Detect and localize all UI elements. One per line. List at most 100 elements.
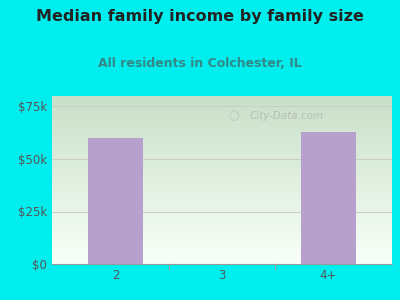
Bar [52, 167, 392, 168]
Bar [301, 132, 356, 264]
Bar [52, 140, 392, 141]
Bar [52, 225, 392, 227]
Bar [52, 110, 392, 111]
Bar [88, 138, 143, 264]
Bar [52, 115, 392, 116]
Bar [52, 259, 392, 261]
Bar [52, 230, 392, 232]
Bar [52, 148, 392, 150]
Bar [52, 197, 392, 199]
Bar [52, 99, 392, 101]
Bar [52, 224, 392, 225]
Bar [52, 207, 392, 208]
Bar [52, 250, 392, 252]
Bar [52, 257, 392, 259]
Bar [52, 188, 392, 190]
Bar [52, 219, 392, 220]
Bar [52, 108, 392, 109]
Bar [52, 161, 392, 163]
Bar [52, 249, 392, 250]
Bar [52, 123, 392, 124]
Text: Median family income by family size: Median family income by family size [36, 9, 364, 24]
Bar [52, 199, 392, 200]
Bar [52, 244, 392, 245]
Bar [52, 185, 392, 187]
Bar [52, 208, 392, 210]
Bar [52, 262, 392, 264]
Bar [52, 113, 392, 115]
Bar [52, 256, 392, 257]
Bar [52, 178, 392, 180]
Bar [52, 222, 392, 224]
Bar [52, 187, 392, 188]
Bar [52, 104, 392, 106]
Bar [52, 227, 392, 229]
Bar [52, 195, 392, 197]
Bar [52, 138, 392, 140]
Bar [52, 128, 392, 130]
Bar [52, 254, 392, 256]
Bar [52, 160, 392, 161]
Bar [52, 130, 392, 131]
Bar [52, 202, 392, 203]
Bar [52, 146, 392, 148]
Bar [52, 141, 392, 143]
Bar [52, 106, 392, 108]
Bar [52, 172, 392, 173]
Bar [52, 103, 392, 104]
Bar [52, 168, 392, 170]
Bar [52, 261, 392, 262]
Bar [52, 214, 392, 215]
Bar [52, 237, 392, 239]
Bar [52, 220, 392, 222]
Text: City-Data.com: City-Data.com [249, 111, 323, 121]
Bar [52, 118, 392, 119]
Bar [52, 152, 392, 153]
Bar [52, 194, 392, 195]
Bar [52, 215, 392, 217]
Bar [52, 245, 392, 247]
Bar [52, 236, 392, 237]
Bar [52, 133, 392, 135]
Bar [52, 241, 392, 242]
Bar [52, 239, 392, 241]
Bar [52, 116, 392, 118]
Bar [52, 121, 392, 123]
Bar [52, 170, 392, 172]
Bar [52, 157, 392, 158]
Bar [52, 111, 392, 113]
Bar [52, 150, 392, 152]
Bar [52, 136, 392, 138]
Bar [52, 143, 392, 145]
Bar [52, 205, 392, 207]
Bar [52, 101, 392, 103]
Bar [52, 165, 392, 166]
Bar [52, 131, 392, 133]
Bar [52, 183, 392, 185]
Bar [52, 177, 392, 178]
Bar [52, 124, 392, 126]
Bar [52, 119, 392, 121]
Bar [52, 200, 392, 202]
Bar [52, 210, 392, 212]
Bar [52, 217, 392, 219]
Bar [52, 173, 392, 175]
Bar [52, 175, 392, 177]
Bar [52, 96, 392, 98]
Bar [52, 247, 392, 249]
Bar [52, 182, 392, 183]
Bar [52, 126, 392, 128]
Bar [52, 192, 392, 194]
Bar [52, 232, 392, 234]
Bar [52, 145, 392, 146]
Bar [52, 252, 392, 254]
Bar [52, 155, 392, 157]
Bar [52, 212, 392, 214]
Bar [52, 190, 392, 192]
Bar [52, 153, 392, 155]
Text: All residents in Colchester, IL: All residents in Colchester, IL [98, 57, 302, 70]
Bar [52, 158, 392, 160]
Bar [52, 229, 392, 230]
Bar [52, 242, 392, 244]
Bar [52, 135, 392, 136]
